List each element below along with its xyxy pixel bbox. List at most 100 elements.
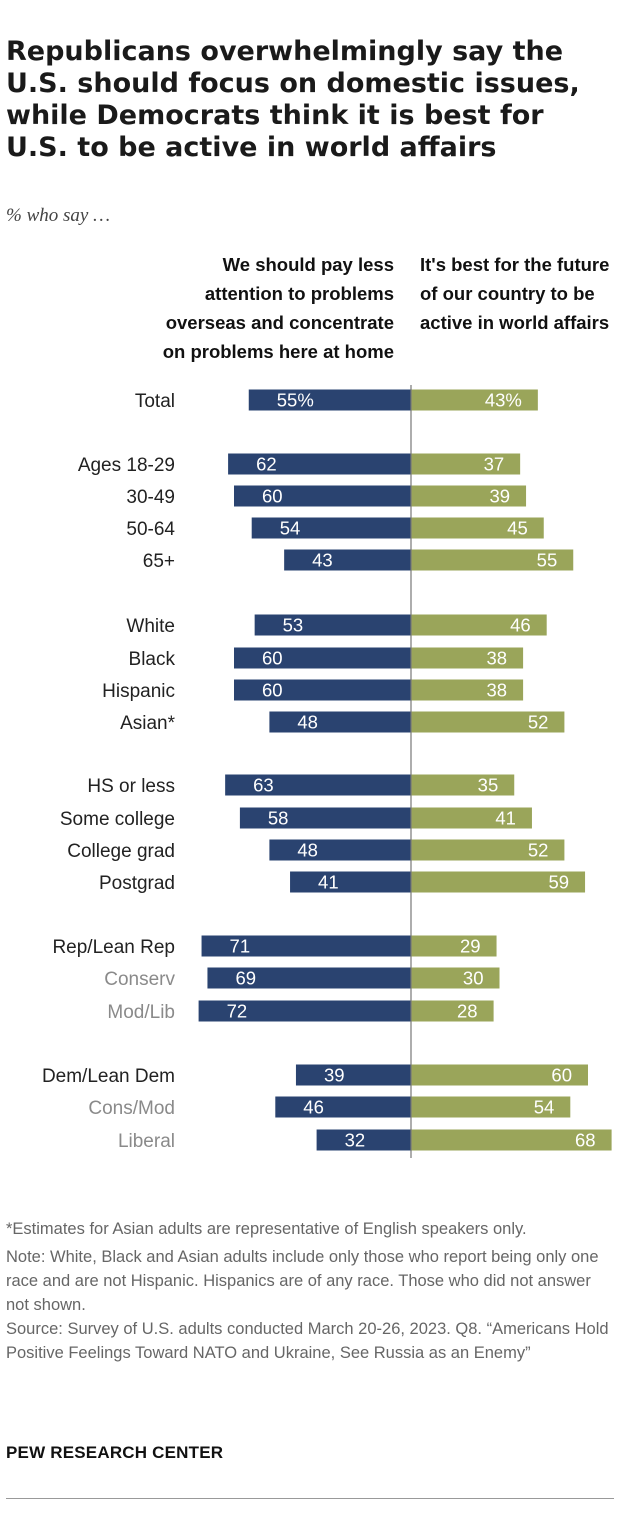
bar-right-value: 28	[457, 1001, 478, 1022]
category-label: White	[126, 616, 175, 637]
bar-left-value: 48	[297, 712, 318, 733]
bar-right	[411, 453, 521, 475]
bar-right-value: 60	[551, 1065, 572, 1086]
pew-logo: PEW RESEARCH CENTER	[6, 1443, 224, 1462]
bar-right	[411, 1096, 571, 1118]
bar-right-value: 45	[507, 518, 528, 539]
bar-left	[295, 1064, 411, 1086]
chart-subtitle: % who say …	[6, 205, 110, 226]
bar-left-value: 53	[283, 615, 304, 636]
bar-right	[411, 517, 544, 539]
bar-left	[251, 517, 411, 539]
bar-left-value: 60	[262, 648, 283, 669]
bar-right-value: 37	[484, 454, 505, 475]
bar-right	[411, 647, 524, 669]
bar-left	[207, 967, 411, 989]
bar-right	[411, 839, 565, 861]
category-label: College grad	[67, 841, 175, 862]
bar-right	[411, 967, 500, 989]
bar-left	[290, 871, 411, 893]
category-label: Black	[129, 649, 176, 670]
diverging-bar-chart: 55% 43% Total 62 37 Ages 18-29 60 39 30-49 54 45 50…	[42, 385, 612, 1158]
bar-left-value: 58	[268, 808, 289, 829]
bar-right-value: 52	[528, 840, 549, 861]
bar-left-value: 39	[324, 1065, 345, 1086]
bar-left	[254, 614, 411, 636]
category-label: Mod/Lib	[107, 1002, 175, 1023]
bar-left	[239, 807, 411, 829]
bar-left-value: 46	[303, 1097, 324, 1118]
bar-right-value: 54	[534, 1097, 555, 1118]
category-label: Cons/Mod	[88, 1098, 175, 1119]
bar-left	[228, 453, 411, 475]
chart-title: Republicans overwhelmingly say the U.S. …	[6, 36, 580, 163]
bar-left	[198, 1000, 411, 1022]
bar-right-value: 59	[548, 872, 569, 893]
bar-right	[411, 711, 565, 733]
category-label: Asian*	[120, 713, 176, 734]
category-label: Postgrad	[99, 873, 175, 894]
category-label: 30-49	[126, 487, 175, 508]
bar-right-value: 38	[487, 680, 508, 701]
bar-left-value: 62	[256, 454, 277, 475]
bar-right	[411, 485, 527, 507]
bar-right-value: 52	[528, 712, 549, 733]
bar-left	[269, 711, 411, 733]
category-label: Total	[135, 391, 175, 412]
bar-right-value: 35	[478, 775, 499, 796]
bar-right	[411, 774, 515, 796]
category-label: 65+	[143, 551, 175, 572]
category-label: HS or less	[87, 776, 175, 797]
category-label: Rep/Lean Rep	[52, 937, 175, 958]
bar-left-value: 72	[227, 1001, 248, 1022]
bar-right	[411, 871, 586, 893]
category-label: Dem/Lean Dem	[42, 1066, 175, 1087]
bar-right-value: 39	[489, 486, 510, 507]
source-note: Source: Survey of U.S. adults conducted …	[6, 1320, 609, 1362]
category-label: Liberal	[118, 1131, 175, 1152]
left-series-header: We should pay less attention to problems…	[162, 254, 394, 362]
bar-right-value: 41	[495, 808, 516, 829]
bar-left	[275, 1096, 411, 1118]
bar-right	[411, 1000, 494, 1022]
right-series-header: It's best for the future of our country …	[420, 254, 610, 333]
bar-left-value: 43	[312, 550, 333, 571]
bar-left	[234, 647, 411, 669]
bar-right	[411, 614, 547, 636]
bar-right-value: 30	[463, 968, 484, 989]
bar-left-value: 54	[280, 518, 301, 539]
bottom-divider	[6, 1498, 614, 1499]
bar-right	[411, 679, 524, 701]
bar-left	[234, 679, 411, 701]
category-label: 50-64	[126, 519, 175, 540]
bar-left	[284, 549, 411, 571]
bar-right	[411, 389, 538, 411]
bar-right-value: 55	[537, 550, 558, 571]
bar-right	[411, 1064, 588, 1086]
methodology-note: Note: White, Black and Asian adults incl…	[6, 1248, 599, 1314]
bar-left	[316, 1129, 411, 1151]
bar-left-value: 71	[230, 936, 251, 957]
bar-left-value: 41	[318, 872, 339, 893]
category-label: Conserv	[104, 969, 175, 990]
chart-notes: *Estimates for Asian adults are represen…	[6, 1217, 614, 1365]
category-label: Some college	[60, 809, 175, 830]
bar-right	[411, 1129, 612, 1151]
bar-right	[411, 935, 497, 957]
bar-right-value: 29	[460, 936, 481, 957]
asterisk-note: *Estimates for Asian adults are represen…	[6, 1220, 527, 1238]
bar-right-value: 46	[510, 615, 531, 636]
bar-left-value: 48	[297, 840, 318, 861]
bar-left-value: 60	[262, 486, 283, 507]
bar-right-value: 38	[487, 648, 508, 669]
bar-left-value: 32	[345, 1130, 366, 1151]
bar-left-value: 69	[235, 968, 256, 989]
bar-right-value: 68	[575, 1130, 596, 1151]
category-label: Hispanic	[102, 681, 175, 702]
bar-left	[269, 839, 411, 861]
bar-left	[225, 774, 411, 796]
bar-left-value: 55%	[277, 390, 314, 411]
bar-right-value: 43%	[485, 390, 522, 411]
bar-left-value: 60	[262, 680, 283, 701]
bar-left-value: 63	[253, 775, 274, 796]
